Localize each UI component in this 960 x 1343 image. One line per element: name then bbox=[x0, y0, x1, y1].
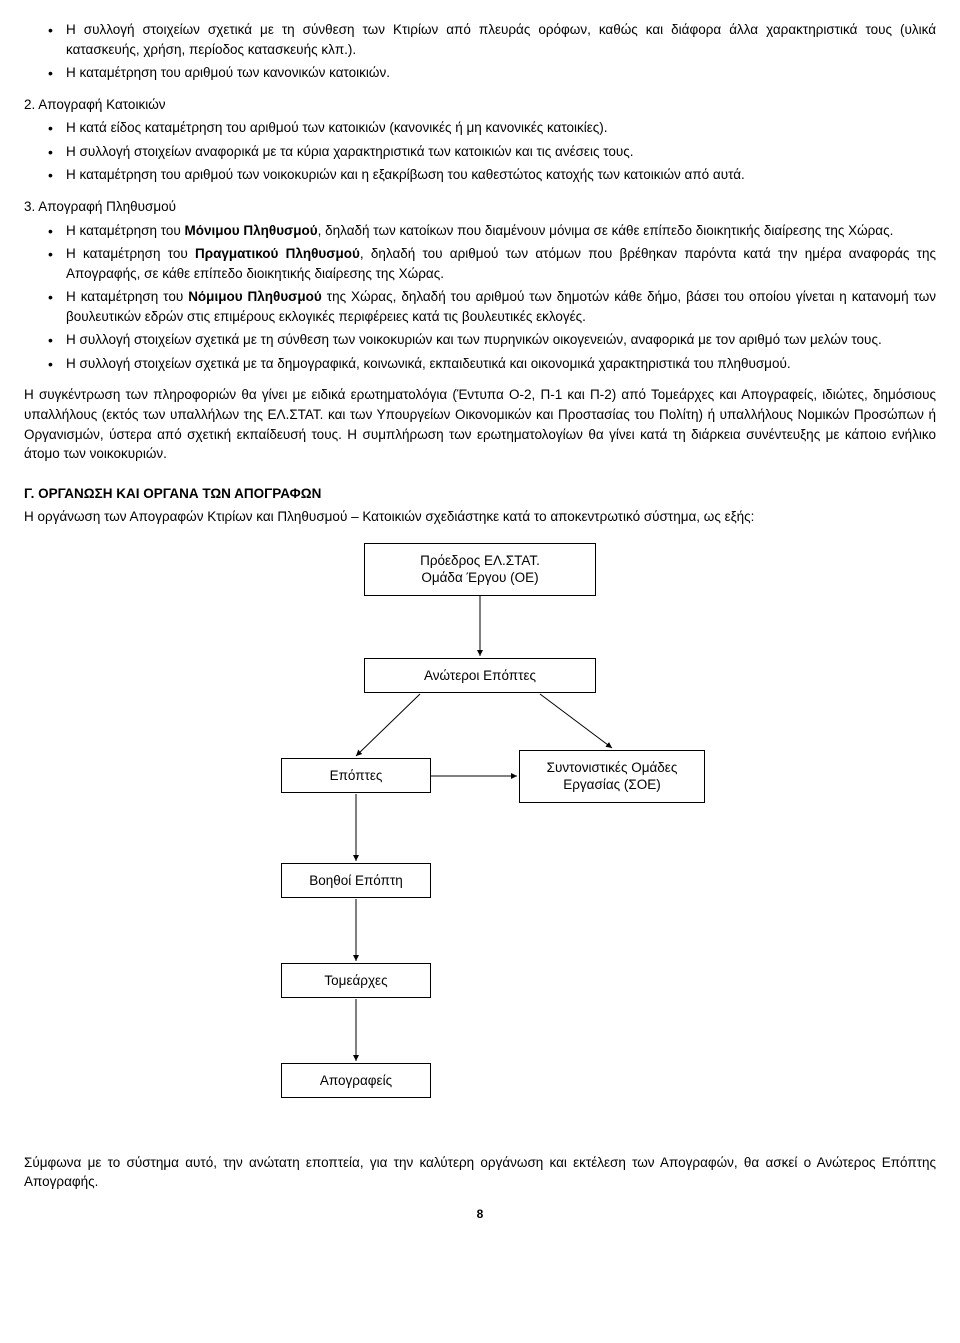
text: Η καταμέτρηση του bbox=[66, 246, 195, 261]
text: Η συλλογή στοιχείων σχετικά με τα δημογρ… bbox=[66, 356, 791, 371]
paragraph-collection: Η συγκέντρωση των πληροφοριών θα γίνει μ… bbox=[24, 385, 936, 463]
list-item: Η συλλογή στοιχείων σχετικά με τη σύνθεσ… bbox=[24, 330, 936, 350]
section2-title: 2. Απογραφή Κατοικιών bbox=[24, 95, 936, 115]
org-node-senior-supervisors: Ανώτεροι Επόπτες bbox=[364, 658, 596, 694]
list-item: Η καταμέτρηση του Μόνιμου Πληθυσμού, δηλ… bbox=[24, 221, 936, 241]
node-line: Συντονιστικές Ομάδες bbox=[530, 759, 694, 777]
section3-title: 3. Απογραφή Πληθυσμού bbox=[24, 197, 936, 217]
section3-title-text: 3. Απογραφή Πληθυσμού bbox=[24, 199, 176, 214]
node-line: Ομάδα Έργου (ΟΕ) bbox=[375, 569, 585, 587]
org-chart-connectors bbox=[120, 543, 840, 1143]
org-node-enumerators: Απογραφείς bbox=[281, 1063, 431, 1099]
list-item: Η συλλογή στοιχείων σχετικά με τη σύνθεσ… bbox=[24, 20, 936, 59]
heading-gamma: Γ. ΟΡΓΑΝΩΣΗ ΚΑΙ ΟΡΓΑΝΑ ΤΩΝ ΑΠΟΓΡΑΦΩΝ bbox=[24, 484, 936, 504]
list-item: Η καταμέτρηση του αριθμού των νοικοκυριώ… bbox=[24, 165, 936, 185]
section1-bullets: Η συλλογή στοιχείων σχετικά με τη σύνθεσ… bbox=[24, 20, 936, 83]
page-number: 8 bbox=[24, 1206, 936, 1223]
list-item: Η καταμέτρηση του Πραγματικού Πληθυσμού,… bbox=[24, 244, 936, 283]
bold-term: Μόνιμου Πληθυσμού bbox=[185, 223, 318, 238]
list-item: Η κατά είδος καταμέτρηση του αριθμού των… bbox=[24, 118, 936, 138]
org-chart: Πρόεδρος ΕΛ.ΣΤΑΤ. Ομάδα Έργου (ΟΕ) Ανώτε… bbox=[120, 543, 840, 1143]
text: Η συλλογή στοιχείων σχετικά με τη σύνθεσ… bbox=[66, 332, 882, 347]
text: Η καταμέτρηση του bbox=[66, 223, 185, 238]
heading-gamma-text: Η οργάνωση των Απογραφών Κτιρίων και Πλη… bbox=[24, 507, 936, 527]
bold-term: Νόμιμου Πληθυσμού bbox=[188, 289, 322, 304]
node-line: Πρόεδρος ΕΛ.ΣΤΑΤ. bbox=[375, 552, 585, 570]
org-node-president: Πρόεδρος ΕΛ.ΣΤΑΤ. Ομάδα Έργου (ΟΕ) bbox=[364, 543, 596, 596]
node-line: Εργασίας (ΣΟΕ) bbox=[530, 776, 694, 794]
org-node-coord-teams: Συντονιστικές Ομάδες Εργασίας (ΣΟΕ) bbox=[519, 750, 705, 803]
org-node-sector-chiefs: Τομεάρχες bbox=[281, 963, 431, 999]
text: Η καταμέτρηση του bbox=[66, 289, 188, 304]
org-node-assistants: Βοηθοί Επόπτη bbox=[281, 863, 431, 899]
paragraph-bottom: Σύμφωνα με το σύστημα αυτό, την ανώτατη … bbox=[24, 1153, 936, 1192]
list-item: Η καταμέτρηση του Νόμιμου Πληθυσμού της … bbox=[24, 287, 936, 326]
text: , δηλαδή των κατοίκων που διαμένουν μόνι… bbox=[318, 223, 894, 238]
section3-bullets: Η καταμέτρηση του Μόνιμου Πληθυσμού, δηλ… bbox=[24, 221, 936, 374]
node-line: Ανώτεροι Επόπτες bbox=[375, 667, 585, 685]
node-line: Απογραφείς bbox=[292, 1072, 420, 1090]
section2-title-text: 2. Απογραφή Κατοικιών bbox=[24, 97, 165, 112]
list-item: Η καταμέτρηση του αριθμού των κανονικών … bbox=[24, 63, 936, 83]
node-line: Τομεάρχες bbox=[292, 972, 420, 990]
node-line: Επόπτες bbox=[292, 767, 420, 785]
node-line: Βοηθοί Επόπτη bbox=[292, 872, 420, 890]
section2-bullets: Η κατά είδος καταμέτρηση του αριθμού των… bbox=[24, 118, 936, 185]
list-item: Η συλλογή στοιχείων σχετικά με τα δημογρ… bbox=[24, 354, 936, 374]
bold-term: Πραγματικού Πληθυσμού bbox=[195, 246, 360, 261]
org-node-supervisors: Επόπτες bbox=[281, 758, 431, 794]
list-item: Η συλλογή στοιχείων αναφορικά με τα κύρι… bbox=[24, 142, 936, 162]
